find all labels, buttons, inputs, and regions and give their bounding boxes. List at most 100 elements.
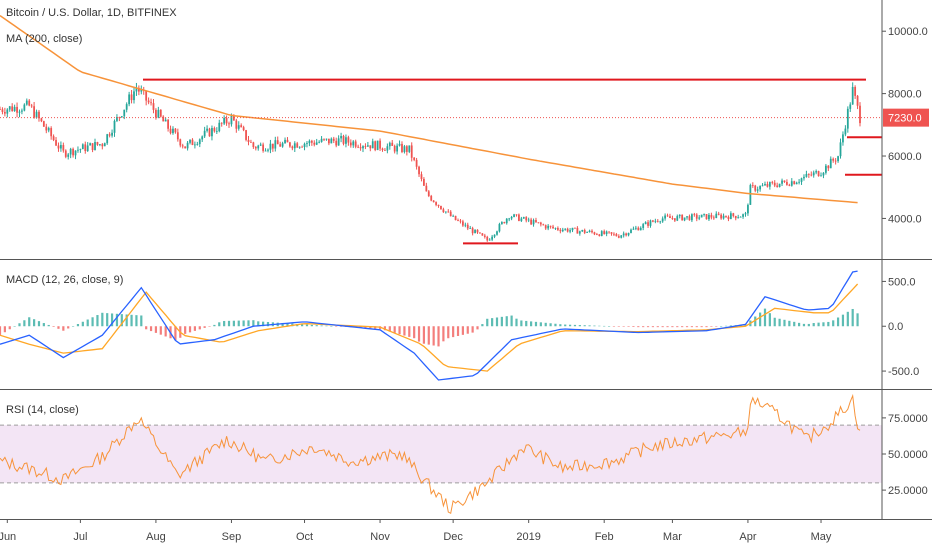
candle-body[interactable] <box>649 220 652 226</box>
candle-body[interactable] <box>371 141 374 149</box>
macd-histogram-bar[interactable] <box>622 326 625 327</box>
candle-body[interactable] <box>332 138 335 141</box>
macd-histogram-bar[interactable] <box>76 324 80 327</box>
macd-histogram-bar[interactable] <box>588 325 591 327</box>
candle-body[interactable] <box>325 138 328 140</box>
candle-body[interactable] <box>786 182 788 185</box>
candle-body[interactable] <box>722 215 725 219</box>
macd-histogram-bar[interactable] <box>393 326 396 333</box>
candle-body[interactable] <box>474 229 476 234</box>
candle-body[interactable] <box>11 106 14 112</box>
macd-histogram-bar[interactable] <box>218 322 221 327</box>
candle-body[interactable] <box>476 229 479 233</box>
macd-histogram-bar[interactable] <box>666 326 669 328</box>
candle-body[interactable] <box>525 217 528 221</box>
macd-histogram-bar[interactable] <box>754 316 757 327</box>
candle-body[interactable] <box>510 216 513 219</box>
candle-body[interactable] <box>271 143 274 149</box>
candle-body[interactable] <box>211 128 213 137</box>
macd-histogram-bar[interactable] <box>413 326 416 339</box>
macd-histogram-bar[interactable] <box>135 315 138 327</box>
candle-body[interactable] <box>766 184 769 187</box>
candle-body[interactable] <box>747 204 749 214</box>
candle-body[interactable] <box>790 181 793 186</box>
candle-body[interactable] <box>147 100 150 103</box>
candle-body[interactable] <box>198 139 201 145</box>
candle-body[interactable] <box>710 214 713 218</box>
candle-body[interactable] <box>642 224 645 228</box>
macd-histogram-bar[interactable] <box>559 324 562 327</box>
candle-body[interactable] <box>284 139 286 144</box>
candle-body[interactable] <box>47 128 50 131</box>
candle-body[interactable] <box>21 110 23 112</box>
macd-histogram-bar[interactable] <box>315 325 318 327</box>
candle-body[interactable] <box>479 232 481 234</box>
candle-body[interactable] <box>320 138 323 142</box>
macd-histogram-bar[interactable] <box>184 326 187 334</box>
candle-body[interactable] <box>712 217 715 219</box>
candle-body[interactable] <box>849 104 852 109</box>
macd-histogram-bar[interactable] <box>159 326 162 335</box>
candle-body[interactable] <box>362 146 364 149</box>
macd-histogram-bar[interactable] <box>456 326 460 336</box>
candle-body[interactable] <box>654 220 657 222</box>
macd-histogram-bar[interactable] <box>793 321 796 327</box>
macd-histogram-bar[interactable] <box>359 326 362 328</box>
candle-body[interactable] <box>761 185 764 187</box>
candle-body[interactable] <box>164 119 167 122</box>
macd-histogram-bar[interactable] <box>685 326 689 328</box>
candle-body[interactable] <box>72 148 74 156</box>
candle-body[interactable] <box>101 144 104 147</box>
macd-histogram-bar[interactable] <box>37 321 41 327</box>
candle-body[interactable] <box>240 125 243 128</box>
candle-body[interactable] <box>447 211 450 213</box>
macd-histogram-bar[interactable] <box>530 321 533 327</box>
candle-body[interactable] <box>359 147 362 149</box>
candle-body[interactable] <box>3 111 6 114</box>
candle-body[interactable] <box>839 142 842 157</box>
candle-body[interactable] <box>817 171 820 177</box>
macd-histogram-bar[interactable] <box>247 320 250 327</box>
candle-body[interactable] <box>293 143 296 149</box>
candle-body[interactable] <box>600 231 603 236</box>
macd-histogram-bar[interactable] <box>715 326 718 327</box>
candle-body[interactable] <box>535 220 537 223</box>
candle-body[interactable] <box>130 94 133 101</box>
candle-body[interactable] <box>25 100 28 105</box>
candle-body[interactable] <box>201 136 204 140</box>
macd-histogram-bar[interactable] <box>783 319 786 327</box>
candle-body[interactable] <box>366 145 369 147</box>
candle-body[interactable] <box>55 140 57 146</box>
candle-body[interactable] <box>652 220 654 222</box>
candle-body[interactable] <box>851 86 854 105</box>
candle-body[interactable] <box>223 117 226 124</box>
macd-histogram-bar[interactable] <box>106 313 109 327</box>
candle-body[interactable] <box>498 224 501 232</box>
candle-body[interactable] <box>279 144 282 147</box>
candle-body[interactable] <box>384 149 386 151</box>
candle-body[interactable] <box>508 218 511 220</box>
candle-body[interactable] <box>593 232 596 235</box>
candle-body[interactable] <box>595 234 598 236</box>
macd-histogram-bar[interactable] <box>125 314 128 327</box>
candle-body[interactable] <box>405 146 408 152</box>
candle-body[interactable] <box>564 228 567 230</box>
candle-body[interactable] <box>820 175 822 177</box>
candle-body[interactable] <box>172 128 174 134</box>
candle-body[interactable] <box>576 227 579 234</box>
candle-body[interactable] <box>737 217 740 219</box>
candle-body[interactable] <box>323 138 325 140</box>
macd-histogram-bar[interactable] <box>145 326 148 330</box>
ma200-line[interactable] <box>0 14 858 204</box>
candle-body[interactable] <box>800 178 803 182</box>
macd-histogram-bar[interactable] <box>242 320 245 327</box>
candle-body[interactable] <box>274 140 277 149</box>
candle-body[interactable] <box>189 139 191 143</box>
candle-body[interactable] <box>471 228 474 234</box>
macd-line[interactable] <box>0 270 858 381</box>
candle-body[interactable] <box>303 143 306 147</box>
candle-body[interactable] <box>547 225 550 229</box>
candle-body[interactable] <box>84 144 87 152</box>
candle-body[interactable] <box>715 213 718 218</box>
candle-body[interactable] <box>215 131 218 132</box>
